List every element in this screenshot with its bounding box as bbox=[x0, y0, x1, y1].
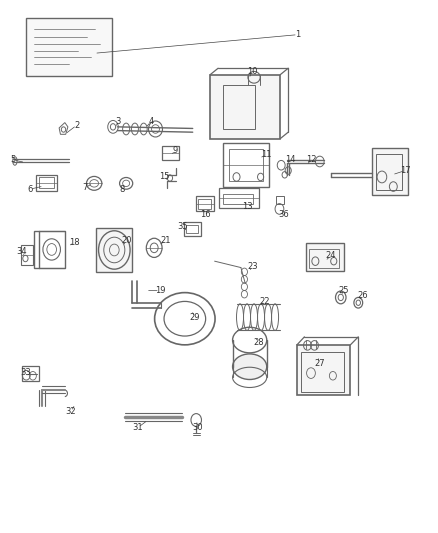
Text: 26: 26 bbox=[357, 292, 368, 300]
Text: 34: 34 bbox=[17, 247, 27, 256]
Text: 5: 5 bbox=[11, 156, 16, 164]
Text: 29: 29 bbox=[190, 313, 200, 321]
Text: 10: 10 bbox=[247, 68, 257, 76]
Bar bbox=[372, 148, 408, 195]
Text: 33: 33 bbox=[20, 368, 31, 376]
Bar bbox=[376, 154, 402, 190]
Text: 31: 31 bbox=[133, 423, 143, 432]
Text: 17: 17 bbox=[400, 166, 410, 175]
Text: 14: 14 bbox=[285, 156, 295, 164]
Bar bbox=[210, 75, 280, 139]
Text: 12: 12 bbox=[306, 156, 316, 164]
Text: 36: 36 bbox=[279, 210, 289, 219]
Bar bbox=[196, 196, 214, 211]
Text: 30: 30 bbox=[193, 423, 203, 432]
Text: 32: 32 bbox=[66, 407, 76, 416]
Bar bbox=[309, 249, 339, 268]
Bar bbox=[223, 194, 253, 204]
Text: 21: 21 bbox=[160, 237, 171, 245]
Bar bbox=[229, 149, 263, 181]
Text: 4: 4 bbox=[148, 117, 154, 126]
Bar bbox=[184, 222, 201, 236]
Text: 24: 24 bbox=[325, 252, 336, 260]
Bar bbox=[306, 243, 344, 271]
Bar bbox=[186, 225, 198, 233]
Text: 8: 8 bbox=[119, 185, 124, 193]
Bar bbox=[21, 245, 33, 265]
Text: 13: 13 bbox=[242, 202, 253, 211]
Bar bbox=[219, 188, 259, 208]
Bar bbox=[223, 85, 255, 129]
Bar bbox=[34, 231, 65, 268]
Text: 23: 23 bbox=[247, 262, 258, 271]
Text: 2: 2 bbox=[74, 121, 79, 130]
Text: 35: 35 bbox=[178, 222, 188, 231]
Bar bbox=[276, 196, 284, 204]
Text: 15: 15 bbox=[159, 173, 170, 181]
Bar bbox=[96, 228, 132, 272]
Bar bbox=[22, 366, 39, 381]
Bar bbox=[223, 143, 269, 187]
Text: 9: 9 bbox=[173, 146, 178, 155]
Text: 28: 28 bbox=[253, 338, 264, 346]
Text: 1: 1 bbox=[295, 30, 300, 39]
Bar bbox=[39, 177, 54, 188]
Bar bbox=[297, 345, 350, 395]
Text: 11: 11 bbox=[261, 150, 272, 159]
Bar bbox=[26, 18, 112, 76]
Text: 25: 25 bbox=[339, 286, 349, 295]
Ellipse shape bbox=[233, 354, 267, 379]
Text: 27: 27 bbox=[314, 359, 325, 368]
Bar bbox=[301, 352, 344, 392]
Bar bbox=[162, 146, 179, 160]
Bar bbox=[36, 175, 57, 191]
Text: 22: 22 bbox=[260, 297, 270, 305]
Text: 16: 16 bbox=[201, 210, 211, 219]
Bar bbox=[198, 199, 211, 209]
Text: 6: 6 bbox=[27, 185, 32, 193]
Text: 20: 20 bbox=[121, 237, 131, 245]
Text: 3: 3 bbox=[116, 117, 121, 126]
Text: 7: 7 bbox=[83, 183, 88, 192]
Text: 18: 18 bbox=[69, 238, 80, 247]
Text: 19: 19 bbox=[155, 286, 165, 295]
